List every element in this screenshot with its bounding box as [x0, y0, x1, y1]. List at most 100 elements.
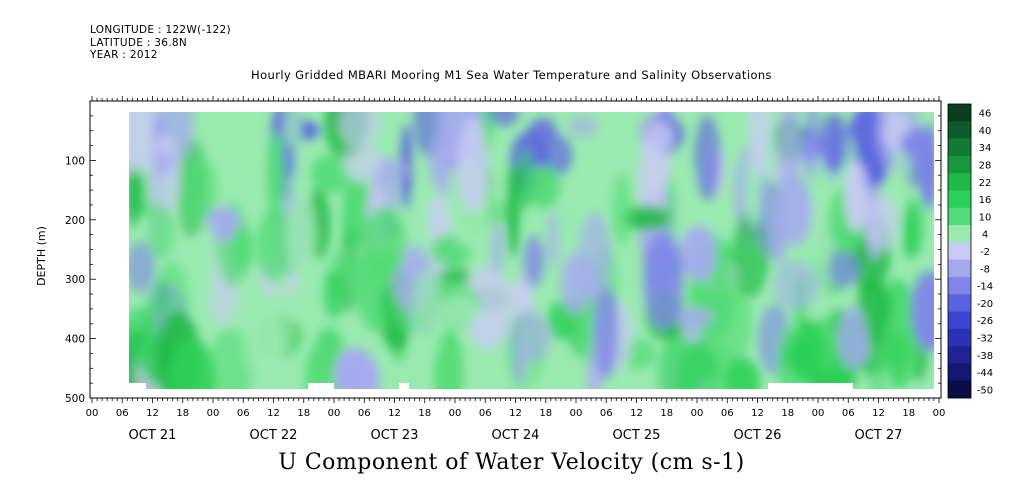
colorbar-swatch [948, 190, 971, 209]
velocity-cell [749, 112, 768, 178]
velocity-cell [168, 338, 216, 389]
velocity-cell [680, 225, 718, 282]
velocity-cell [253, 311, 283, 382]
velocity-cell [488, 112, 520, 128]
colorbar-swatch [948, 104, 971, 122]
x-hour-label: 12 [872, 408, 885, 419]
y-tick-label: 200 [65, 215, 85, 227]
velocity-cell [910, 270, 934, 352]
velocity-cell [777, 112, 802, 195]
colorbar-label: 16 [979, 195, 992, 206]
x-hour-label: 06 [842, 408, 855, 419]
velocity-cell [902, 204, 919, 260]
y-tick-label: 500 [65, 393, 85, 405]
y-axis-label: DEPTH (m) [35, 226, 48, 286]
missing-data-gap [842, 383, 853, 389]
missing-data-gap [768, 383, 843, 389]
velocity-cell [837, 306, 868, 370]
velocity-cell [342, 186, 363, 229]
x-hour-label: 06 [721, 408, 734, 419]
colorbar-label: -38 [977, 351, 993, 362]
x-hour-label: 12 [388, 408, 401, 419]
velocity-cell [267, 131, 284, 222]
velocity-cell [129, 112, 155, 172]
velocity-cell [518, 149, 532, 212]
colorbar-label: 46 [979, 109, 992, 120]
velocity-cell [338, 112, 381, 148]
velocity-cell [675, 341, 721, 389]
chart-title: Hourly Gridded MBARI Mooring M1 Sea Wate… [251, 68, 772, 82]
metadata-block: LONGITUDE : 122W(-122) LATITUDE : 36.8N … [90, 24, 231, 62]
colorbar-frame [947, 103, 972, 399]
x-hour-label: 18 [297, 408, 310, 419]
x-hour-label: 00 [328, 408, 341, 419]
x-day-label: OCT 23 [371, 428, 419, 443]
x-hour-label: 06 [237, 408, 250, 419]
latitude-text: LATITUDE : 36.8N [90, 36, 188, 49]
velocity-cell [891, 151, 911, 189]
velocity-cell [863, 195, 900, 252]
velocity-cell [509, 311, 552, 363]
velocity-cell [540, 134, 573, 177]
colorbar-swatch [948, 155, 971, 174]
velocity-cell [305, 342, 338, 389]
velocity-cell [231, 224, 254, 274]
colorbar-swatch [948, 207, 971, 226]
velocity-cell [434, 329, 465, 389]
velocity-cell [817, 112, 850, 173]
colorbar-label: -20 [977, 299, 993, 310]
x-hour-label: 18 [418, 408, 431, 419]
axes: 00 06 12 18 00 06 12 18 00 06 12 18 00 06 12 18 00 06 12 18… [65, 96, 945, 443]
velocity-cell [199, 221, 217, 301]
missing-data-gap [399, 383, 409, 389]
velocity-cell [438, 296, 480, 325]
x-hour-label: 00 [691, 408, 704, 419]
y-tick-label: 300 [65, 274, 85, 286]
x-hour-label: 00 [812, 408, 825, 419]
longitude-text: LONGITUDE : 122W(-122) [90, 24, 231, 36]
colorbar-label: -50 [977, 385, 993, 396]
x-hour-label: 00 [449, 408, 462, 419]
x-hour-label: 12 [751, 408, 764, 419]
colorbar-swatch [948, 225, 971, 243]
velocity-cell [155, 150, 175, 176]
x-day-label: OCT 21 [129, 428, 177, 443]
colorbar-swatch [948, 311, 971, 330]
x-day-label: OCT 27 [855, 428, 903, 443]
x-hour-label: 18 [176, 408, 189, 419]
colorbar-label: -2 [980, 247, 990, 258]
colorbar-label: 10 [979, 212, 992, 223]
colorbar-swatch [948, 380, 971, 399]
velocity-cell [323, 270, 345, 318]
velocity-cell [812, 154, 826, 238]
velocity-cell [593, 285, 619, 379]
velocity-cell [611, 171, 633, 246]
velocity-cell [710, 257, 731, 322]
velocity-cell [791, 319, 827, 387]
colorbar-label: -8 [980, 264, 990, 275]
x-day-label: OCT 24 [492, 428, 540, 443]
velocity-cell [155, 278, 168, 316]
x-hour-label: 06 [116, 408, 129, 419]
x-hour-label: 06 [600, 408, 613, 419]
velocity-cell [281, 142, 295, 182]
velocity-cell [642, 231, 684, 331]
velocity-cell [341, 144, 385, 183]
colorbar-swatch [948, 346, 971, 364]
velocity-cell [286, 190, 317, 283]
x-day-label: OCT 22 [250, 428, 298, 443]
colorbar-swatch [948, 173, 971, 191]
colorbar-swatch [948, 138, 971, 157]
colorbar-label: -44 [977, 368, 993, 379]
x-hour-label: 06 [358, 408, 371, 419]
x-hour-label: 18 [781, 408, 794, 419]
velocity-cell [722, 357, 761, 389]
velocity-cell [336, 349, 380, 389]
year-text: YEAR : 2012 [90, 49, 158, 61]
x-hour-label: 00 [933, 408, 946, 419]
velocity-cell [457, 118, 489, 213]
colorbar-swatch [948, 242, 971, 260]
colorbar-swatch [948, 121, 971, 139]
x-hour-label: 12 [630, 408, 643, 419]
